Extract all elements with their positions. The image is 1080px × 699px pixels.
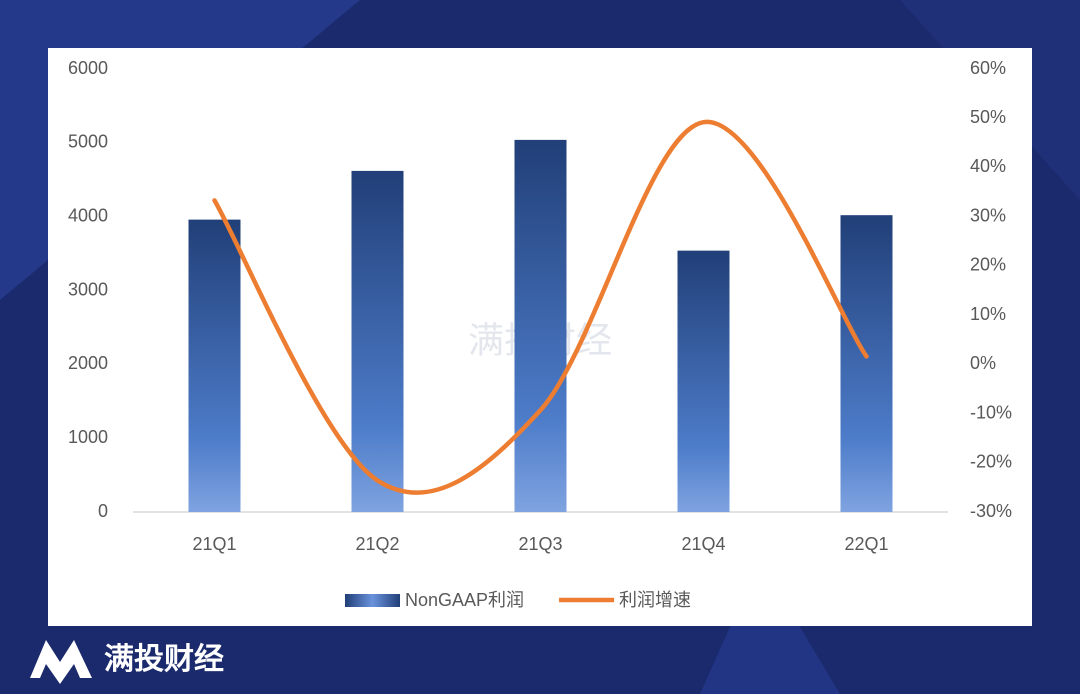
logo-text: 满投财经 — [104, 642, 224, 676]
y-tick-label: 0 — [98, 501, 108, 521]
legend-label: NonGAAP利润 — [405, 590, 524, 610]
x-tick-label: 21Q4 — [681, 534, 725, 554]
y-tick-label: 2000 — [68, 353, 108, 373]
y2-tick-label: 10% — [970, 304, 1006, 324]
bar — [677, 250, 730, 512]
y-tick-label: 4000 — [68, 205, 108, 225]
bar — [840, 215, 893, 512]
y2-tick-label: 0% — [970, 353, 996, 373]
bar — [351, 170, 404, 512]
y2-tick-label: -20% — [970, 452, 1012, 472]
bar — [188, 219, 241, 512]
logo-icon — [30, 640, 92, 684]
bar — [514, 139, 567, 512]
y-tick-label: 3000 — [68, 279, 108, 299]
y2-tick-label: 50% — [970, 107, 1006, 127]
x-tick-label: 22Q1 — [844, 534, 888, 554]
y2-tick-label: -10% — [970, 402, 1012, 422]
line — [212, 119, 869, 495]
y-tick-label: 1000 — [68, 427, 108, 447]
x-tick-label: 21Q3 — [518, 534, 562, 554]
legend-label: 利润增速 — [619, 590, 691, 610]
x-tick-label: 21Q2 — [355, 534, 399, 554]
y2-tick-label: 30% — [970, 205, 1006, 225]
y2-tick-label: 60% — [970, 58, 1006, 78]
legend-swatch — [345, 594, 400, 607]
y2-tick-label: 40% — [970, 156, 1006, 176]
y-tick-label: 6000 — [68, 58, 108, 78]
y2-tick-label: -30% — [970, 501, 1012, 521]
y-tick-label: 5000 — [68, 132, 108, 152]
x-tick-label: 21Q1 — [192, 534, 236, 554]
bg-shape — [700, 560, 840, 694]
y2-tick-label: 20% — [970, 255, 1006, 275]
